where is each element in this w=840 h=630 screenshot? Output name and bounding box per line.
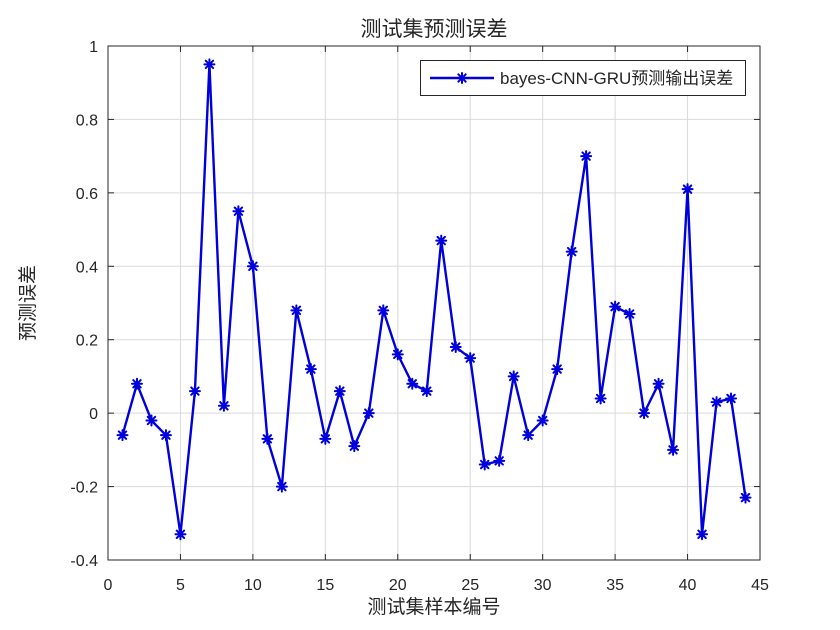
x-tick-label: 5 [176,577,185,594]
x-tick-label: 20 [389,577,407,594]
data-series [116,58,752,541]
y-tick-label: 0.4 [76,259,98,276]
y-tick-label: 0.2 [76,333,98,350]
y-tick-label: 0 [89,406,98,423]
y-axis-label: 预测误差 [17,265,39,341]
axes-box [107,45,761,561]
series-line [121,63,747,536]
legend: bayes-CNN-GRU预测输出误差 [420,60,746,96]
y-tick-label: -0.4 [70,553,98,570]
x-tick-label: 10 [244,577,262,594]
tick-labels: 0 5 10 15 20 25 30 35 40 45 -0.4 -0.2 0 0.2 0.4 0.6 0.8 1 [70,39,769,594]
x-tick-label: 15 [316,577,334,594]
x-tick-label: 0 [104,577,113,594]
y-tick-label: 0.6 [76,186,98,203]
tick-marks [107,45,761,561]
legend-line-sample [430,72,494,84]
x-tick-label: 35 [606,577,624,594]
x-axis-label: 测试集样本编号 [367,596,500,618]
x-tick-label: 45 [751,577,769,594]
chart-title: 测试集预测误差 [361,17,508,41]
x-tick-label: 40 [679,577,697,594]
series-markers [116,58,752,541]
x-tick-label: 25 [461,577,479,594]
y-tick-label: 0.8 [76,112,98,129]
y-tick-label: -0.2 [70,480,98,497]
y-tick-label: 1 [89,39,98,56]
legend-sample-marker [456,72,468,84]
legend-label: bayes-CNN-GRU预测输出误差 [500,69,733,88]
x-tick-label: 30 [534,577,552,594]
